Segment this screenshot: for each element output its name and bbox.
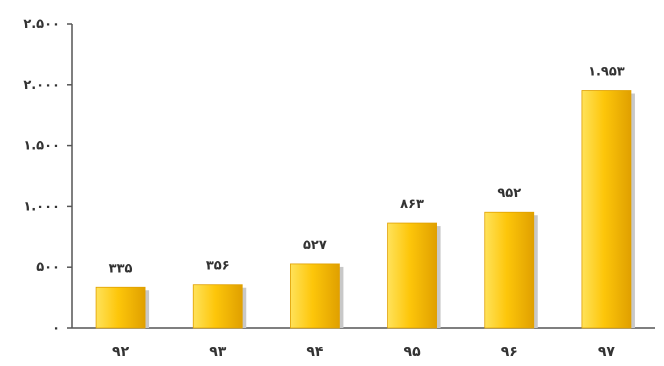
y-tick-label: ۱.۰۰۰ [23, 199, 60, 214]
bar [95, 286, 146, 329]
bar [387, 222, 437, 329]
x-tick-label: ۹۵ [404, 344, 422, 360]
data-label: ۳۳۵ [109, 261, 133, 276]
bar [290, 263, 340, 329]
bar [192, 284, 243, 329]
data-label: ۱.۹۵۳ [588, 65, 625, 80]
data-label: ۹۵۲ [497, 186, 521, 201]
data-label: ۳۵۶ [206, 259, 230, 274]
y-tick-label: ۵۰۰ [36, 260, 60, 275]
y-tick-label: ۱.۵۰۰ [23, 139, 60, 154]
x-tick-label: ۹۲ [112, 344, 130, 360]
y-tick-label: ۰ [52, 321, 60, 336]
y-axis: ۰ ۵۰۰ ۱.۰۰۰ ۱.۵۰۰ ۲.۰۰۰ ۲.۵۰۰ [23, 17, 73, 336]
data-label: ۵۲۷ [303, 238, 327, 253]
bar [581, 90, 632, 329]
x-tick-label: ۹۳ [209, 344, 227, 360]
bar [484, 211, 535, 329]
x-tick-label: ۹۷ [598, 344, 616, 360]
x-tick-label: ۹۶ [501, 344, 518, 360]
x-tick-label: ۹۴ [306, 344, 324, 360]
bars [95, 90, 635, 329]
y-tick-label: ۲.۵۰۰ [23, 17, 60, 32]
y-tick-label: ۲.۰۰۰ [23, 78, 60, 93]
data-label: ۸۶۳ [400, 197, 424, 212]
x-axis: ۹۲ ۹۳ ۹۴ ۹۵ ۹۶ ۹۷ [72, 327, 655, 360]
data-labels: ۳۳۵ ۳۵۶ ۵۲۷ ۸۶۳ ۹۵۲ ۱.۹۵۳ [109, 65, 625, 277]
